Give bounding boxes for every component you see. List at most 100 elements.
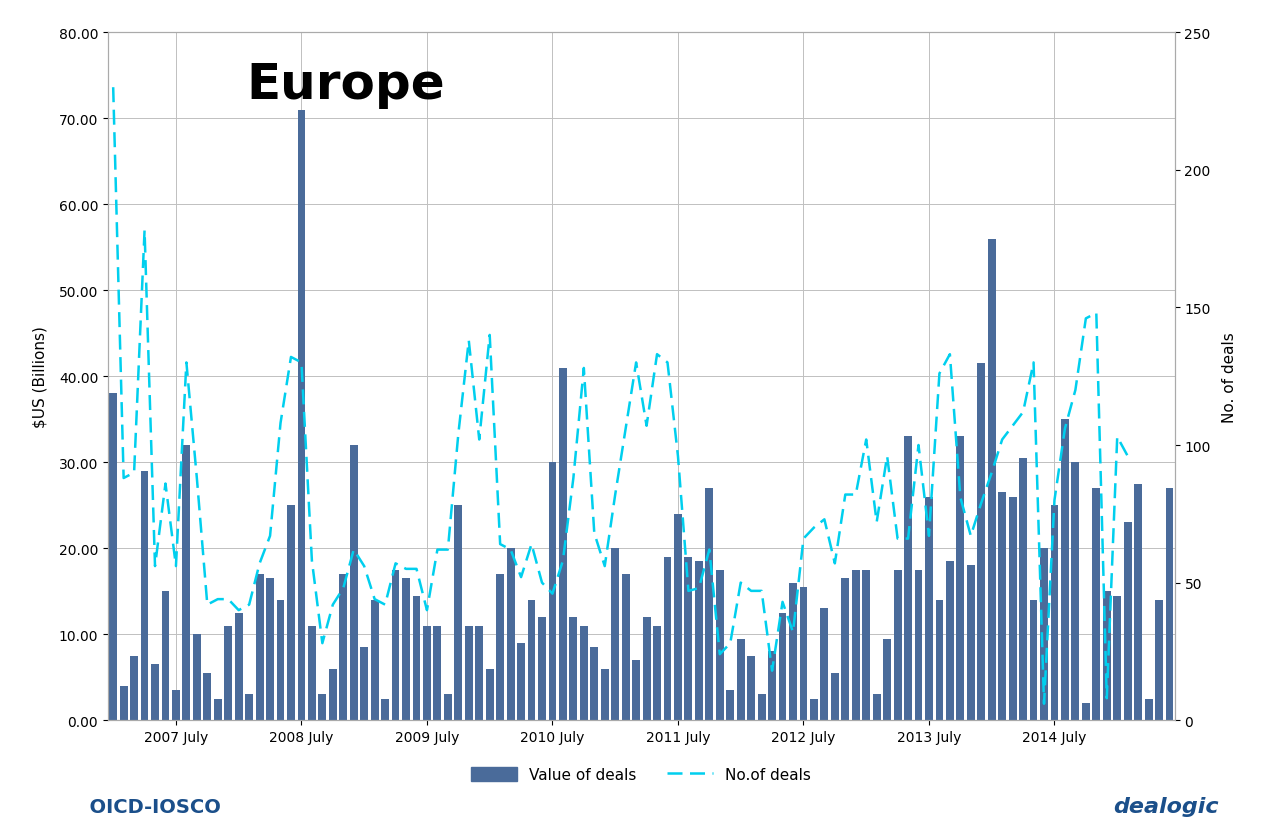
Bar [841,579,850,720]
Bar [611,548,620,720]
Bar [1092,489,1100,720]
Bar [517,643,525,720]
Bar [1030,600,1038,720]
Bar [768,652,776,720]
Bar [737,638,744,720]
Bar [758,695,766,720]
Bar [339,575,347,720]
Bar [569,618,578,720]
Bar [235,613,243,720]
Bar [193,634,201,720]
Bar [225,626,232,720]
Bar [549,463,556,720]
Bar [507,548,514,720]
Bar [800,587,808,720]
Bar [309,626,316,720]
Bar [904,437,912,720]
Bar [988,239,996,720]
Bar [831,673,838,720]
Bar [580,626,588,720]
Bar [883,638,892,720]
Bar [1008,497,1016,720]
Bar [465,626,472,720]
Bar [956,437,964,720]
Bar [747,656,756,720]
Bar [213,699,222,720]
Bar [527,600,536,720]
Bar [403,579,410,720]
Bar [726,691,734,720]
Bar [361,647,368,720]
Bar [1156,600,1163,720]
Bar [779,613,786,720]
Bar [705,489,714,720]
Bar [183,445,190,720]
Bar [349,445,358,720]
Bar [632,660,640,720]
Bar [131,656,138,720]
Text: Europe: Europe [246,60,446,108]
Legend: Value of deals, No.of deals: Value of deals, No.of deals [465,761,818,788]
Bar [925,497,933,720]
Bar [998,493,1006,720]
Bar [820,609,828,720]
Bar [455,506,462,720]
Bar [245,695,253,720]
Bar [433,626,442,720]
Bar [485,669,494,720]
Bar [277,600,284,720]
Bar [203,673,211,720]
Bar [894,570,902,720]
Bar [643,618,650,720]
Bar [297,110,305,720]
Bar [1050,506,1058,720]
Bar [591,647,598,720]
Bar [1040,548,1048,720]
Bar [444,695,452,720]
Bar [966,566,975,720]
Bar [622,575,630,720]
Bar [789,583,798,720]
Bar [716,570,724,720]
Bar [475,626,483,720]
Bar [538,618,546,720]
Bar [141,471,149,720]
Text: OICD-IOSCO: OICD-IOSCO [76,797,221,816]
Bar [119,686,127,720]
Bar [319,695,326,720]
Bar [559,368,566,720]
Text: dealogic: dealogic [1114,796,1219,816]
Bar [936,600,944,720]
Bar [946,561,954,720]
Bar [695,561,702,720]
Bar [1019,459,1027,720]
Bar [653,626,660,720]
Bar [914,570,922,720]
Bar [161,591,169,720]
Bar [852,570,860,720]
Bar [329,669,337,720]
Bar [1114,596,1121,720]
Bar [497,575,504,720]
Bar [1144,699,1153,720]
Bar [391,570,400,720]
Bar [664,557,672,720]
Bar [171,691,180,720]
Bar [685,557,692,720]
Bar [1102,591,1111,720]
Bar [1060,420,1069,720]
Bar [601,669,608,720]
Bar [978,363,986,720]
Y-axis label: No. of deals: No. of deals [1222,331,1237,422]
Bar [674,514,682,720]
Bar [267,579,274,720]
Bar [872,695,880,720]
Bar [1134,484,1142,720]
Bar [1166,489,1173,720]
Bar [810,699,818,720]
Bar [1082,703,1090,720]
Bar [413,596,420,720]
Bar [862,570,870,720]
Y-axis label: $US (Billions): $US (Billions) [33,326,47,427]
Bar [109,394,117,720]
